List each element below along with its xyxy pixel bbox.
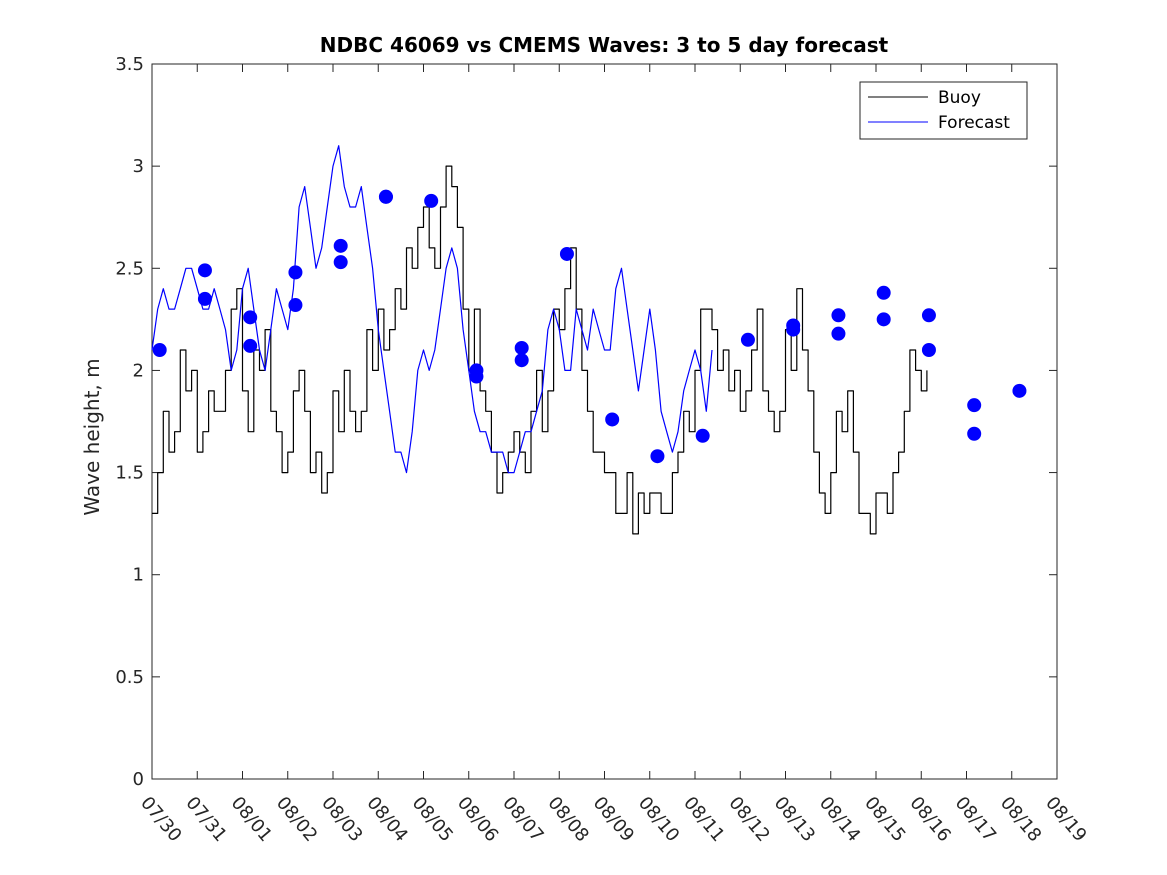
forecast-marker <box>876 285 891 300</box>
forecast-marker <box>288 298 303 313</box>
forecast-marker <box>288 265 303 280</box>
y-tick-label: 2 <box>133 360 144 381</box>
forecast-marker <box>695 428 710 443</box>
y-tick-label: 3.5 <box>115 54 144 75</box>
forecast-marker <box>197 291 212 306</box>
y-tick-label: 3 <box>133 156 144 177</box>
forecast-marker <box>967 398 982 413</box>
buoy-series-line <box>152 165 928 535</box>
forecast-marker <box>197 263 212 278</box>
forecast-series-line <box>151 145 713 474</box>
forecast-marker <box>152 343 167 357</box>
y-tick-label: 1.5 <box>115 463 144 484</box>
forecast-marker <box>243 310 258 325</box>
chart-title: NDBC 46069 vs CMEMS Waves: 3 to 5 day fo… <box>320 33 889 57</box>
forecast-marker <box>786 322 801 337</box>
marker-layer <box>152 189 1027 464</box>
forecast-marker <box>831 326 846 341</box>
plot-area <box>151 63 1058 780</box>
legend-forecast-label: Forecast <box>938 113 1010 133</box>
forecast-marker <box>831 308 846 323</box>
forecast-marker <box>967 426 982 441</box>
forecast-marker <box>921 308 936 323</box>
y-tick-label: 0.5 <box>115 667 144 688</box>
forecast-marker <box>559 246 574 261</box>
y-tick-label: 1 <box>133 565 144 586</box>
legend-box <box>859 81 1028 140</box>
y-axis-label: Wave height, m <box>80 358 104 515</box>
legend-buoy-label: Buoy <box>938 88 981 108</box>
forecast-marker <box>514 340 529 355</box>
forecast-marker <box>1012 383 1027 398</box>
y-tick-label: 0 <box>133 769 144 790</box>
forecast-marker <box>333 255 348 270</box>
forecast-marker <box>740 332 755 347</box>
forecast-marker <box>424 193 439 208</box>
forecast-marker <box>469 369 484 384</box>
forecast-marker <box>333 238 348 253</box>
y-tick-label: 2.5 <box>115 258 144 279</box>
axes-box <box>151 63 1058 780</box>
forecast-marker <box>921 343 936 357</box>
forecast-marker <box>605 412 620 427</box>
forecast-marker <box>243 338 258 353</box>
forecast-marker <box>876 312 891 327</box>
series-layer <box>151 145 928 535</box>
forecast-marker <box>514 353 529 368</box>
forecast-marker <box>650 449 665 464</box>
legend: Buoy Forecast <box>859 81 1028 140</box>
forecast-marker <box>378 189 393 204</box>
